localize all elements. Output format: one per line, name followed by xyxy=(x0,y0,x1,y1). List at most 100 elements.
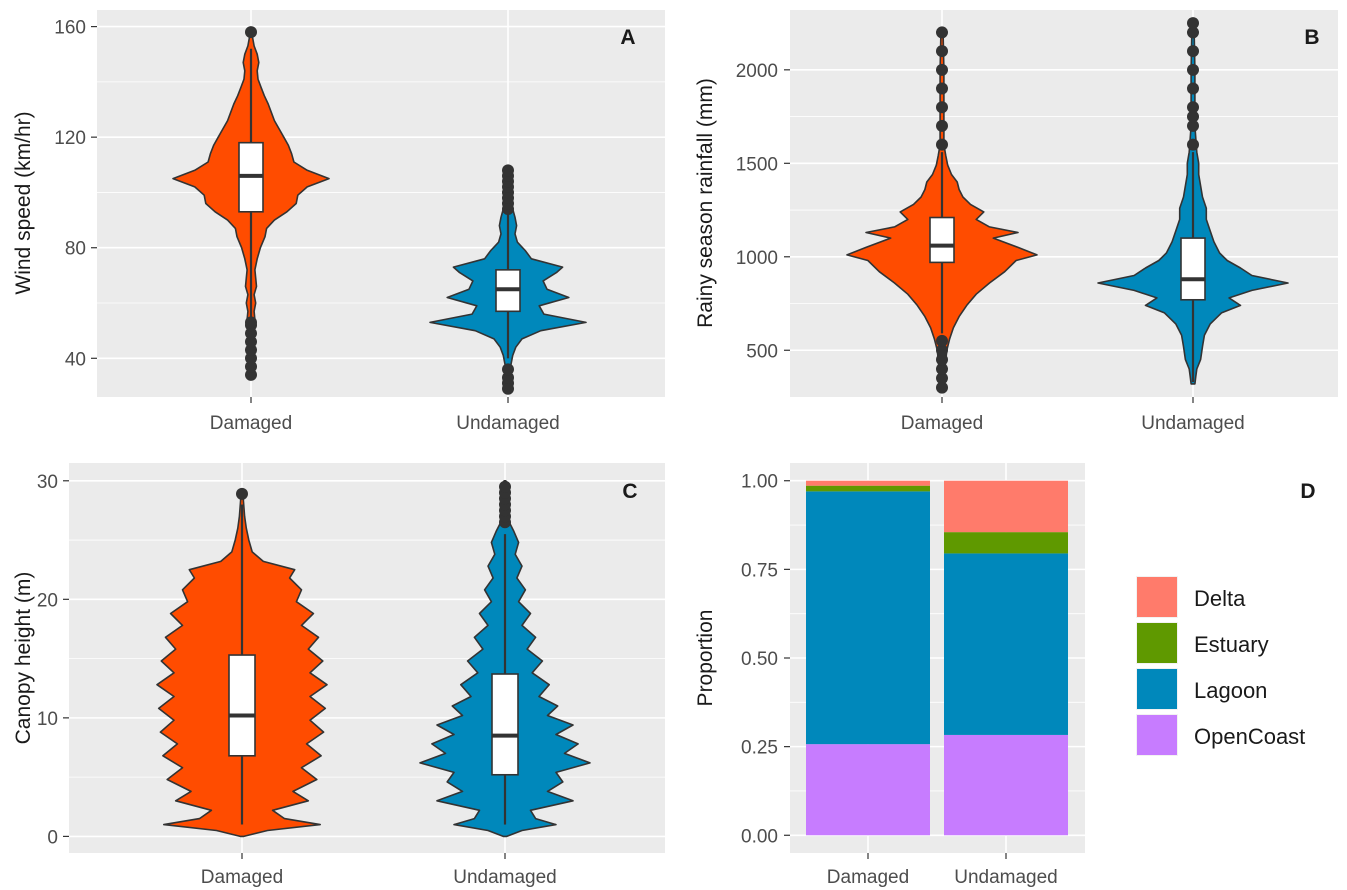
outlier-point xyxy=(936,353,948,366)
panel-a-background xyxy=(97,10,665,397)
panel-c-background xyxy=(69,463,665,853)
panel-c-x-tick-undamaged: Undamaged xyxy=(453,867,557,888)
panel-b-background xyxy=(790,10,1338,397)
outlier-point xyxy=(245,26,257,39)
panel-a-y-label: Wind speed (km/hr) xyxy=(12,111,35,294)
outlier-point xyxy=(936,45,948,58)
panel-b-y-label: Rainy season rainfall (mm) xyxy=(694,78,717,328)
legend-label-opencoast: OpenCoast xyxy=(1194,724,1305,749)
outlier-point xyxy=(502,371,514,384)
legend-swatch-lagoon xyxy=(1137,669,1177,709)
outlier-point xyxy=(936,334,948,347)
legend-label-lagoon: Lagoon xyxy=(1194,678,1267,703)
panel-b-violins xyxy=(846,17,1289,394)
panel-d-bars xyxy=(806,480,1068,836)
legend-label-delta: Delta xyxy=(1194,586,1246,611)
outlier-point xyxy=(1187,45,1199,58)
outlier-point xyxy=(1187,110,1199,123)
panel-b-x-tick-undamaged: Undamaged xyxy=(1141,413,1245,434)
y-tick-label-b: 2000 xyxy=(736,61,778,82)
y-tick-label-c: 30 xyxy=(37,472,58,493)
bar-opencoast-damaged xyxy=(806,744,930,836)
panel-d-x-tick-damaged: Damaged xyxy=(827,867,909,888)
outlier-point xyxy=(1187,138,1199,151)
y-tick-label-d: 0.25 xyxy=(741,738,778,759)
outlier-point xyxy=(236,487,248,500)
outlier-point xyxy=(1187,26,1199,39)
box-damaged xyxy=(228,654,256,757)
box-undamaged xyxy=(1180,237,1206,301)
legend-swatch-estuary xyxy=(1137,623,1177,663)
outlier-point xyxy=(499,480,511,493)
panel-a-x-tick-damaged: Damaged xyxy=(210,413,292,434)
outlier-point xyxy=(1187,82,1199,95)
outlier-point xyxy=(936,362,948,375)
outlier-point xyxy=(245,327,257,340)
outlier-point xyxy=(245,316,257,329)
panel-a-x-tick-undamaged: Undamaged xyxy=(456,413,560,434)
panel-c-y-label: Canopy height (m) xyxy=(12,572,35,745)
y-tick-label-a: 160 xyxy=(54,18,86,39)
y-tick-label-d: 0.75 xyxy=(741,560,778,581)
outlier-point xyxy=(502,363,514,376)
bar-estuary-damaged xyxy=(806,485,930,492)
panel-c: 0 10 20 30 Damaged Undamaged Canopy height … xyxy=(12,463,665,888)
y-tick-label-a: 120 xyxy=(54,128,86,149)
panel-b-tag: B xyxy=(1304,26,1319,49)
panel-d-y-ticks: 0.00 0.25 0.50 0.75 1.00 xyxy=(741,472,1007,859)
outlier-point xyxy=(245,344,257,357)
bar-lagoon-damaged xyxy=(806,491,930,745)
bar-opencoast-undamaged xyxy=(944,734,1068,836)
legend-label-estuary: Estuary xyxy=(1194,632,1269,657)
panel-d: 0.00 0.25 0.50 0.75 1.00 Damaged Undamaged P… xyxy=(694,463,1316,888)
outlier-point xyxy=(1187,17,1199,30)
bar-estuary-undamaged xyxy=(944,532,1068,554)
panel-a-violins xyxy=(172,26,587,395)
outlier-point xyxy=(936,372,948,385)
outlier-point xyxy=(502,164,514,177)
y-tick-label-a: 40 xyxy=(65,349,86,370)
outlier-point xyxy=(245,335,257,348)
y-tick-label-d: 0.00 xyxy=(741,826,778,847)
panel-c-violins xyxy=(156,480,591,838)
outlier-point xyxy=(245,352,257,365)
outlier-point xyxy=(936,82,948,95)
panel-b-y-ticks: 500 1000 1500 2000 xyxy=(736,61,1194,403)
panel-b-x-tick-damaged: Damaged xyxy=(901,413,983,434)
outlier-point xyxy=(936,26,948,39)
outlier-point xyxy=(245,360,257,373)
panel-c-x-tick-damaged: Damaged xyxy=(201,867,283,888)
panel-a-tag: A xyxy=(620,26,635,49)
panel-a: 40 80 120 160 Damaged Undamaged Wind speed … xyxy=(12,10,665,434)
outlier-point xyxy=(1187,63,1199,76)
y-tick-label-c: 10 xyxy=(37,709,58,730)
legend-swatch-opencoast xyxy=(1137,715,1177,755)
outlier-point xyxy=(936,344,948,357)
y-tick-label-d: 1.00 xyxy=(741,472,778,493)
outlier-point xyxy=(936,138,948,151)
y-tick-label-b: 1000 xyxy=(736,248,778,269)
outlier-point xyxy=(936,101,948,114)
panel-d-x-tick-undamaged: Undamaged xyxy=(954,867,1058,888)
y-tick-label-a: 80 xyxy=(65,239,86,260)
y-tick-label-b: 500 xyxy=(746,341,778,362)
panel-d-y-label: Proportion xyxy=(694,610,717,707)
y-tick-label-b: 1500 xyxy=(736,154,778,175)
panel-d-tag: D xyxy=(1300,480,1315,503)
outlier-point xyxy=(936,119,948,132)
outlier-point xyxy=(1187,119,1199,132)
y-tick-label-c: 20 xyxy=(37,590,58,611)
bar-delta-undamaged xyxy=(944,480,1068,533)
outlier-point xyxy=(1187,101,1199,114)
panel-c-tag: C xyxy=(622,480,637,503)
outlier-point xyxy=(245,368,257,381)
box-undamaged xyxy=(491,673,519,776)
panel-b: 500 1000 1500 2000 Damaged Undamaged Rainy … xyxy=(694,10,1338,434)
y-tick-label-d: 0.50 xyxy=(741,649,778,670)
box-damaged xyxy=(929,216,955,264)
outlier-point xyxy=(936,381,948,394)
outlier-point xyxy=(936,63,948,76)
panel-c-y-ticks: 0 10 20 30 xyxy=(37,472,506,859)
panel-d-legend: Delta Estuary Lagoon OpenCoast xyxy=(1136,576,1305,756)
